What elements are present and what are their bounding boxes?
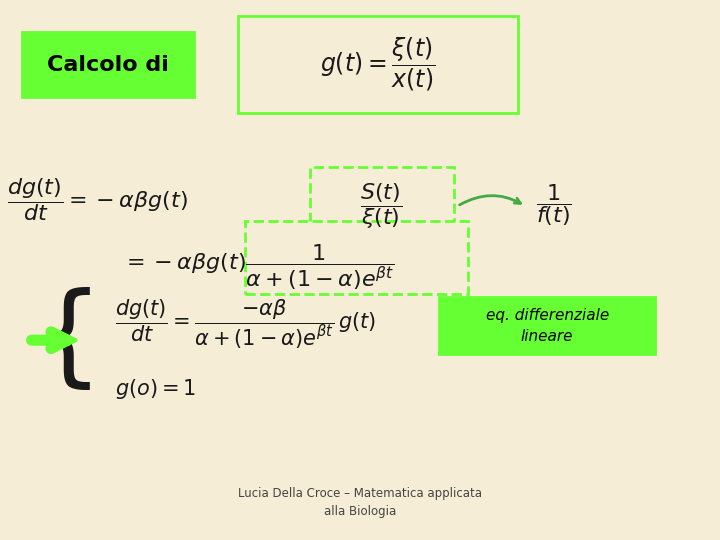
Text: $\{$: $\{$ xyxy=(32,287,91,394)
Text: Calcolo di: Calcolo di xyxy=(47,55,169,75)
FancyBboxPatch shape xyxy=(22,32,194,97)
Text: $g(o) = 1$: $g(o) = 1$ xyxy=(115,377,197,401)
FancyBboxPatch shape xyxy=(439,297,655,354)
FancyArrowPatch shape xyxy=(32,333,76,347)
Text: $\dfrac{dg(t)}{dt} = -\alpha\beta g(t)$: $\dfrac{dg(t)}{dt} = -\alpha\beta g(t)$ xyxy=(7,177,188,223)
Text: $= -\alpha\beta g(t) \dfrac{1}{\alpha + (1-\alpha)e^{\beta t}}$: $= -\alpha\beta g(t) \dfrac{1}{\alpha + … xyxy=(122,242,395,292)
Text: $\dfrac{S(t)}{\xi(t)}$: $\dfrac{S(t)}{\xi(t)}$ xyxy=(361,181,402,231)
Text: $g(t) = \dfrac{\xi(t)}{x(t)}$: $g(t) = \dfrac{\xi(t)}{x(t)}$ xyxy=(320,36,436,93)
Text: Lucia Della Croce – Matematica applicata
alla Biologia: Lucia Della Croce – Matematica applicata… xyxy=(238,487,482,518)
FancyBboxPatch shape xyxy=(238,16,518,113)
Text: $\dfrac{1}{f(t)}$: $\dfrac{1}{f(t)}$ xyxy=(536,182,572,228)
Text: eq. differenziale
lineare: eq. differenziale lineare xyxy=(485,308,609,343)
FancyBboxPatch shape xyxy=(310,167,454,246)
FancyBboxPatch shape xyxy=(245,221,468,294)
Text: $\dfrac{dg(t)}{dt} = \dfrac{-\alpha\beta}{\alpha+(1-\alpha)e^{\beta t}} \, g(t)$: $\dfrac{dg(t)}{dt} = \dfrac{-\alpha\beta… xyxy=(115,298,376,350)
